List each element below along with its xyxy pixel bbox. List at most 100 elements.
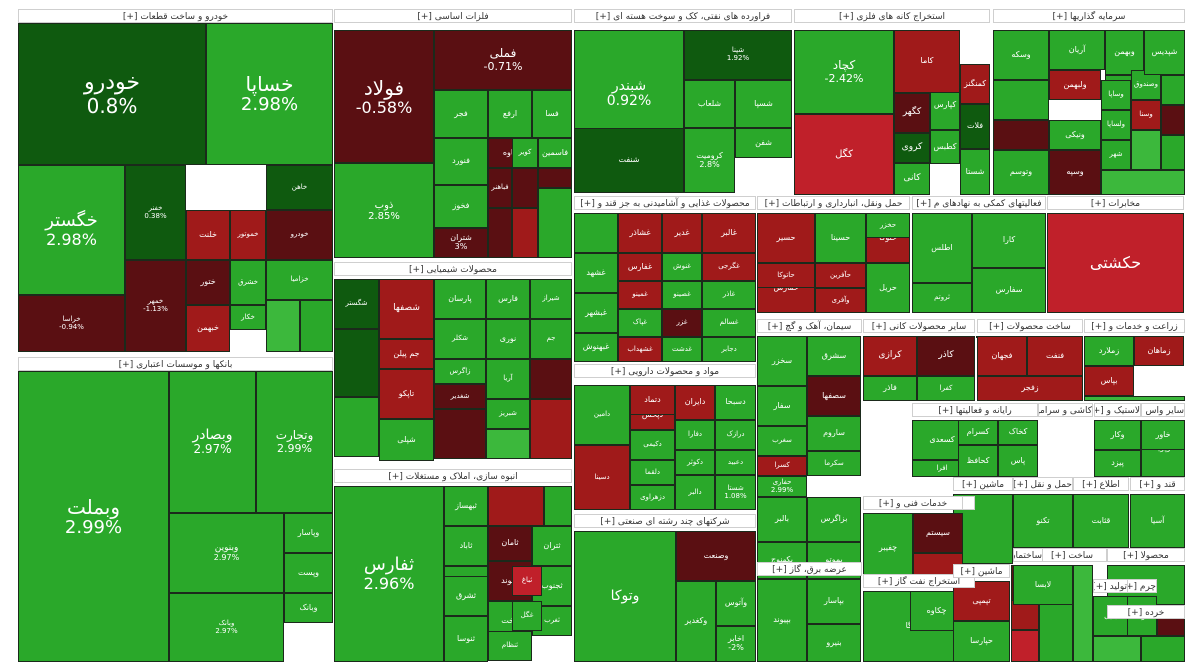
- treemap-cell[interactable]: [488, 486, 544, 526]
- treemap-tile[interactable]: فجهان: [977, 336, 1027, 376]
- treemap-tile[interactable]: کرازی: [863, 336, 917, 376]
- treemap-tile[interactable]: سخزر: [757, 336, 807, 386]
- treemap-tile[interactable]: ثنظام: [488, 631, 532, 661]
- treemap-tile[interactable]: دامین: [574, 385, 630, 445]
- treemap-cell[interactable]: [538, 188, 572, 258]
- treemap-tile[interactable]: دسینا: [574, 445, 630, 510]
- sector-header[interactable]: ساختمان [+]: [1013, 548, 1043, 562]
- treemap-tile[interactable]: کفرا: [917, 376, 975, 401]
- treemap-tile[interactable]: دفارا: [675, 420, 715, 450]
- treemap-tile[interactable]: شتران 3%: [434, 228, 488, 258]
- treemap-tile[interactable]: ساروم: [807, 416, 861, 451]
- treemap-tile[interactable]: وبصادر 2.97%: [169, 371, 256, 513]
- treemap-tile[interactable]: وآفری: [815, 288, 866, 313]
- treemap-tile[interactable]: وبملت 2.99%: [18, 371, 169, 662]
- sector-header[interactable]: فلزات اساسی [+]: [334, 9, 572, 23]
- treemap-tile[interactable]: شغدیر: [434, 384, 486, 409]
- treemap-tile[interactable]: غبهنوش: [574, 333, 618, 362]
- sector-header[interactable]: چرم [+]: [1127, 579, 1157, 593]
- treemap-tile[interactable]: دتماد: [630, 385, 675, 415]
- treemap-tile[interactable]: خبهمن: [186, 305, 230, 352]
- sector-header[interactable]: محصولات غذایی و آشامیدنی به جز قند و [+]: [574, 196, 756, 210]
- treemap-tile[interactable]: ثشرق: [444, 576, 488, 616]
- treemap-tile[interactable]: درازک: [715, 420, 756, 450]
- treemap-tile[interactable]: ارفع: [488, 90, 532, 138]
- treemap-tile[interactable]: پارسان: [434, 279, 486, 319]
- treemap-cell[interactable]: [1161, 75, 1185, 105]
- sector-header[interactable]: فعالیتهای کمکی به نهادهای م [+]: [912, 196, 1046, 210]
- treemap-tile[interactable]: فاذر: [863, 376, 917, 401]
- treemap-tile[interactable]: فخوز: [434, 185, 488, 228]
- sector-header[interactable]: سایر واس [+]: [1141, 403, 1185, 417]
- treemap-tile[interactable]: دکیمی: [630, 430, 675, 460]
- treemap-tile[interactable]: فملی -0.71%: [434, 30, 572, 90]
- treemap-cell[interactable]: [266, 300, 300, 352]
- treemap-tile[interactable]: حفاری 2.99%: [757, 476, 807, 497]
- treemap-tile[interactable]: خساپا 2.98%: [206, 23, 333, 165]
- sector-header[interactable]: حمل ونقل، انبارداری و ارتباطات [+]: [757, 196, 910, 210]
- treemap-tile[interactable]: خودرو 0.8%: [18, 23, 206, 165]
- treemap-tile[interactable]: خاهن: [266, 165, 333, 210]
- treemap-tile[interactable]: کطبس: [930, 130, 960, 164]
- sector-header[interactable]: خودرو و ساخت قطعات [+]: [18, 9, 333, 23]
- treemap-tile[interactable]: دکوثر: [675, 450, 715, 475]
- treemap-tile[interactable]: شپدیس: [1144, 30, 1185, 75]
- treemap-tile[interactable]: شسپا: [735, 80, 792, 128]
- treemap-tile[interactable]: زملارد: [1084, 336, 1134, 366]
- treemap-tile[interactable]: کسرا: [757, 456, 807, 476]
- treemap-cell[interactable]: [1101, 170, 1185, 195]
- treemap-cell[interactable]: [512, 168, 538, 208]
- treemap-tile[interactable]: فاسمین: [538, 138, 572, 168]
- treemap-tile[interactable]: دعبید: [715, 450, 756, 475]
- treemap-cell[interactable]: [434, 409, 486, 459]
- treemap-tile[interactable]: وبانک 2.97%: [169, 593, 284, 662]
- treemap-tile[interactable]: فلات: [960, 104, 990, 149]
- treemap-tile[interactable]: غبشهر: [574, 293, 618, 333]
- treemap-tile[interactable]: غشاذر: [618, 213, 662, 253]
- treemap-cell[interactable]: [1073, 565, 1093, 662]
- treemap-tile[interactable]: بپاسار: [807, 579, 861, 624]
- treemap-cell[interactable]: [538, 168, 572, 188]
- treemap-tile[interactable]: سفار: [757, 386, 807, 426]
- treemap-tile[interactable]: کسرام: [958, 420, 998, 445]
- treemap-tile[interactable]: ونیکی: [1049, 120, 1101, 150]
- sector-header[interactable]: استخراج نفت گاز [+]: [863, 574, 975, 588]
- treemap-tile[interactable]: خراسا -0.94%: [18, 295, 125, 352]
- treemap-tile[interactable]: وصنعت: [676, 531, 756, 581]
- sector-header[interactable]: حمل و نقل [+]: [1013, 477, 1073, 491]
- treemap-tile[interactable]: سصفها: [807, 376, 861, 416]
- treemap-tile[interactable]: خلنت: [186, 210, 230, 260]
- treemap-tile[interactable]: وبهمن: [1105, 30, 1144, 75]
- treemap-tile[interactable]: جم: [530, 319, 572, 359]
- treemap-tile[interactable]: شلعاب: [684, 80, 735, 128]
- treemap-tile[interactable]: حسینا: [815, 213, 866, 263]
- treemap-tile[interactable]: خگستر 2.98%: [18, 165, 125, 295]
- treemap-tile[interactable]: شگستر: [334, 279, 379, 329]
- treemap-tile[interactable]: غسالم: [702, 309, 756, 337]
- treemap-tile[interactable]: حکشتی: [1047, 213, 1184, 313]
- treemap-tile[interactable]: دایران: [675, 385, 715, 420]
- treemap-cell[interactable]: [993, 80, 1049, 120]
- sector-header[interactable]: تولید [+]: [1093, 579, 1128, 593]
- treemap-tile[interactable]: غنوش: [662, 253, 702, 281]
- treemap-tile[interactable]: نوری: [486, 319, 530, 359]
- treemap-tile[interactable]: خشرق: [230, 260, 266, 305]
- treemap-tile[interactable]: شپلی: [379, 419, 434, 461]
- treemap-tile[interactable]: فنفت: [1027, 336, 1083, 376]
- treemap-tile[interactable]: شستا: [960, 149, 990, 195]
- sector-header[interactable]: ماشین [+]: [953, 477, 1013, 491]
- sector-header[interactable]: مخابرات [+]: [1047, 196, 1184, 210]
- treemap-cell[interactable]: [530, 399, 572, 459]
- treemap-cell[interactable]: [1093, 636, 1141, 662]
- treemap-tile[interactable]: خودرو: [266, 210, 333, 260]
- treemap-cell[interactable]: [1084, 396, 1185, 401]
- treemap-tile[interactable]: وسنا: [1131, 100, 1161, 130]
- treemap-tile[interactable]: وتوکا: [574, 531, 676, 662]
- treemap-tile[interactable]: وتوسم: [993, 150, 1049, 195]
- treemap-cell[interactable]: [488, 208, 512, 258]
- treemap-tile[interactable]: فباهنر: [488, 168, 512, 208]
- sector-header[interactable]: سیمان، آهک و گچ [+]: [757, 319, 862, 333]
- treemap-tile[interactable]: غالبر: [702, 213, 756, 253]
- treemap-cell[interactable]: [486, 429, 530, 459]
- treemap-tile[interactable]: وپاسار: [284, 513, 333, 553]
